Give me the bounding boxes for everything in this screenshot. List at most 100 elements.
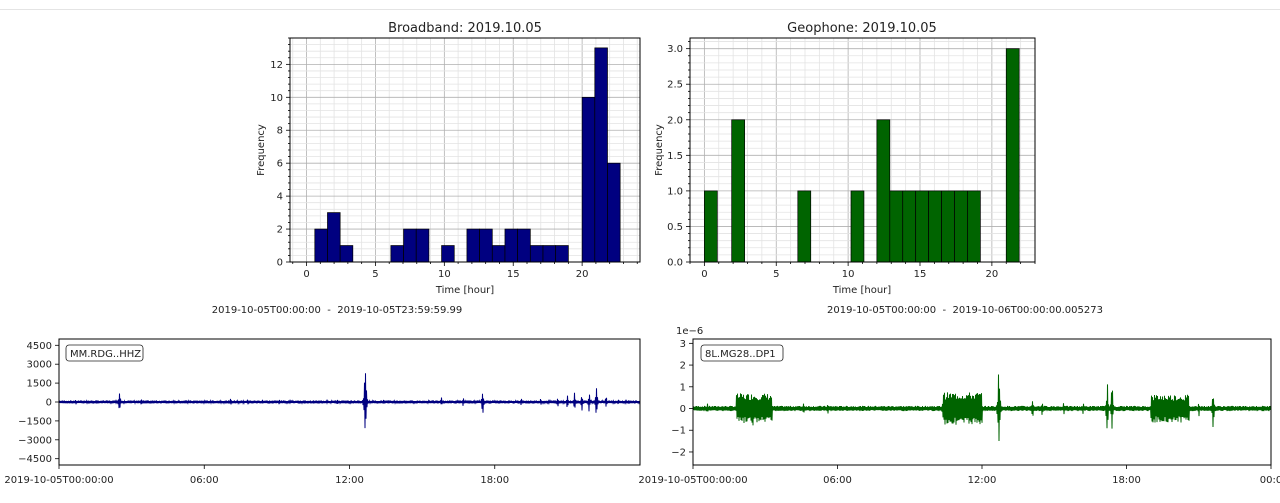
page-top-divider [0, 9, 1280, 10]
histogram-bar [876, 119, 891, 262]
waveform-trace [59, 373, 640, 429]
x-tick-label: 20 [576, 269, 589, 280]
y-tick-label: 0.0 [667, 258, 683, 269]
histogram-bar [915, 190, 929, 262]
y-tick-label: 8 [277, 126, 283, 137]
y-tick-label: 1 [680, 382, 686, 393]
x-tick-label: 2019-10-05T00:00:00 [4, 475, 113, 486]
y-tick-label: 2 [680, 361, 686, 372]
x-tick-label: 0 [303, 269, 309, 280]
histogram-bar [731, 119, 745, 262]
y-tick-label: 6 [277, 159, 283, 170]
histogram-bar [339, 245, 354, 262]
y-tick-label: −1500 [18, 416, 52, 427]
x-tick-label: 10 [842, 269, 855, 280]
x-tick-label: 12:00 [335, 475, 364, 486]
y-tick-label: 10 [270, 93, 283, 104]
histogram-bar [797, 190, 812, 262]
broadband-histogram: Broadband: 2019.10.05 0 5 10 15 20024681012 … [256, 21, 641, 296]
station-label-box [65, 344, 144, 362]
y-tick-label: 2.5 [667, 80, 683, 91]
y-tick-label: 1.0 [667, 186, 683, 197]
chart-title: Broadband: 2019.10.05 [388, 21, 542, 36]
histogram-bar [491, 245, 506, 262]
x-tick-label: 06:00 [190, 475, 219, 486]
histogram-bar [607, 162, 621, 262]
y-tick-label: −4500 [18, 454, 52, 465]
histogram-bar [889, 190, 904, 262]
histogram-bar [1005, 48, 1020, 262]
bars [704, 48, 1020, 262]
y-tick-label: 0 [680, 404, 686, 415]
x-tick-label: 12:00 [968, 475, 997, 486]
y-tick-label: 1500 [27, 379, 52, 390]
station-label-box [700, 344, 784, 362]
y-axis-label: Frequency [256, 124, 267, 176]
axis-ticks: 0 5 10 15 20 0.0 0.5 1.0 1.5 2.0 2.5 3.0 [667, 41, 1036, 280]
x-tick-label: 15 [914, 269, 927, 280]
x-tick-label: 2019-10-05T00:00:00 [638, 475, 747, 486]
x-tick-label: 18:00 [480, 475, 509, 486]
x-tick-label: 20 [986, 269, 999, 280]
axis-ticks: 4500 3000 1500 0 −1500 −3000 −4500 2019-10-05T0… [4, 341, 509, 486]
y-tick-label: 2 [277, 225, 283, 236]
bars [314, 47, 621, 262]
histogram-bar [954, 190, 968, 262]
x-tick-label: 06:00 [823, 475, 852, 486]
waveform-trace [693, 374, 1271, 441]
y-tick-label: −3000 [18, 435, 52, 446]
histogram-bar [327, 212, 341, 262]
histogram-bar [902, 190, 917, 262]
y-tick-label: 0 [277, 258, 283, 269]
station-label: MM.RDG..HHZ [70, 349, 141, 360]
y-tick-label: −1 [671, 426, 686, 437]
chart-title: Geophone: 2019.10.05 [787, 21, 937, 36]
histogram-bar [555, 245, 569, 262]
x-tick-label: 00:0 [1260, 475, 1280, 486]
y-tick-label: 4 [277, 192, 283, 203]
histogram-bar [390, 245, 404, 262]
histogram-bar [529, 245, 544, 262]
x-tick-label: 0 [701, 269, 707, 280]
y-tick-label: 3.0 [667, 44, 683, 55]
y-tick-label: 3000 [27, 360, 52, 371]
histogram-bar [850, 190, 865, 262]
geophone-histogram: Geophone: 2019.10.05 0 5 10 15 20 0.0 0.5 1.0 1.… [654, 21, 1036, 296]
x-tick-label: 10 [438, 269, 451, 280]
histogram-bar [928, 190, 942, 262]
time-range-geophone: 2019-10-05T00:00:00 - 2019-10-06T00:00:0… [827, 305, 1103, 316]
histogram-bar [441, 245, 455, 262]
histogram-bar [479, 228, 493, 262]
x-tick-label: 15 [507, 269, 520, 280]
time-range-broadband: 2019-10-05T00:00:00 - 2019-10-05T23:59:5… [212, 305, 463, 316]
y-tick-label: −2 [671, 447, 686, 458]
station-label: 8L.MG28..DP1 [705, 349, 776, 360]
histogram-bar [504, 228, 518, 262]
histogram-bar [403, 228, 417, 262]
y-tick-label: 0.5 [667, 222, 683, 233]
axis-ticks: 0 5 10 15 20 0 2 4 6 8 10 12 [270, 37, 638, 280]
y-tick-label: 2.0 [667, 115, 683, 126]
histogram-bar [314, 228, 328, 262]
x-tick-label: 18:00 [1112, 475, 1141, 486]
histogram-bar [967, 190, 981, 262]
histogram-bar [941, 190, 955, 262]
histogram-bar [517, 228, 531, 262]
histogram-bar [581, 96, 596, 262]
y-axis-label: Frequency [654, 124, 665, 176]
histogram-bar [704, 190, 718, 262]
histogram-bar [594, 47, 608, 262]
x-tick-label: 5 [773, 269, 779, 280]
x-axis-label: Time [hour] [435, 285, 494, 296]
x-tick-label: 5 [372, 269, 378, 280]
y-tick-label: 12 [270, 60, 283, 71]
y-tick-label: 0 [46, 398, 52, 409]
geophone-waveform: 1e−6 3 2 1 0 −1 −2 2019-10-05T00:00:00 06:00 12:… [638, 326, 1280, 486]
histogram-bar [415, 228, 430, 262]
axis-ticks: 3 2 1 0 −1 −2 2019-10-05T00:00:00 06:00 12:00 18:… [638, 339, 1280, 486]
broadband-waveform: 4500 3000 1500 0 −1500 −3000 −4500 2019-10-05T0… [4, 338, 641, 486]
histogram-bar [466, 228, 480, 262]
y-tick-label: 3 [680, 339, 686, 350]
histogram-bar [542, 245, 557, 262]
